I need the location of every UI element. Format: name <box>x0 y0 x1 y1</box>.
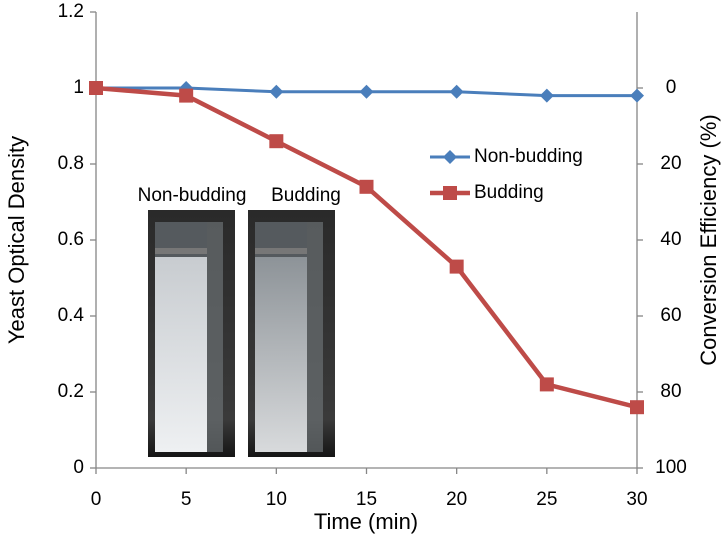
marker <box>179 88 194 103</box>
y-tick-label: 1.2 <box>58 1 84 22</box>
y2-tick-label: 40 <box>660 229 681 250</box>
x-axis-label: Time (min) <box>314 509 418 534</box>
y-tick-label: 0.6 <box>58 229 84 250</box>
y-tick-label: 0.4 <box>58 305 85 326</box>
legend-label: Non-budding <box>474 146 583 167</box>
x-tick-label: 30 <box>626 489 647 510</box>
marker <box>630 88 644 103</box>
annotation: Budding <box>271 185 341 206</box>
y-tick-label: 0.8 <box>58 153 84 174</box>
y-axis-label: Yeast Optical Density <box>4 136 29 344</box>
marker <box>539 88 554 103</box>
annotation: Non-budding <box>138 185 247 206</box>
y2-tick-label: 100 <box>655 457 687 478</box>
y2-axis-label: Conversion Efficiency (%) <box>696 114 721 365</box>
y-tick-label: 0.2 <box>58 381 84 402</box>
marker <box>269 134 284 149</box>
y-tick-label: 1 <box>73 77 84 98</box>
marker <box>630 400 644 415</box>
x-tick-label: 10 <box>266 489 287 510</box>
y-tick-label: 0 <box>73 457 84 478</box>
marker <box>359 179 374 194</box>
marker <box>449 259 464 274</box>
x-tick-label: 5 <box>181 489 192 510</box>
x-tick-label: 25 <box>536 489 557 510</box>
marker <box>269 84 284 99</box>
y2-tick-label: 0 <box>666 77 677 98</box>
y2-tick-label: 20 <box>660 153 681 174</box>
marker <box>539 377 554 392</box>
legend-marker <box>443 186 457 200</box>
marker <box>89 81 103 95</box>
marker <box>359 84 374 99</box>
y2-tick-label: 60 <box>660 305 681 326</box>
legend-label: Budding <box>474 182 544 203</box>
x-tick-label: 0 <box>91 489 102 510</box>
legend-marker <box>443 150 457 164</box>
marker <box>449 84 464 99</box>
inset-photo <box>148 210 335 457</box>
x-tick-label: 15 <box>356 489 377 510</box>
y2-tick-label: 80 <box>660 381 681 402</box>
x-tick-label: 20 <box>446 489 467 510</box>
